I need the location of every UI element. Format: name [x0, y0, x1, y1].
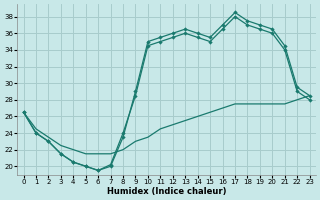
X-axis label: Humidex (Indice chaleur): Humidex (Indice chaleur): [107, 187, 226, 196]
